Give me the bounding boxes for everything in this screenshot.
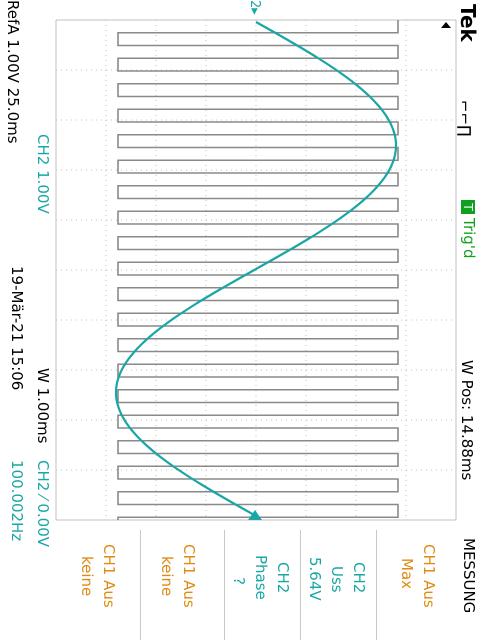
slot-4-source: CH1 Aus [180,544,198,608]
window-position: W Pos: 14.88ms [458,360,476,481]
tek-logo: Tek [456,4,480,42]
frequency-readout: 100.002Hz [8,460,26,542]
acquisition-mode-icon: ⌐⌐∏ [456,100,474,137]
ch2-sine-waveform [114,21,398,517]
menu-divider [300,530,301,640]
menu-divider [376,530,377,640]
ref-a-square-waveform [117,20,399,520]
trigger-status-text: Trig'd [460,218,478,259]
slot-1-type: Max [398,558,416,590]
slot-4-type: keine [158,556,176,597]
slot-3-value: ? [230,577,248,585]
slot-2-type: Uss [328,566,346,593]
ch2-ground-marker: 2▸ [247,0,262,15]
ref-a-settings: RefA 1.00V 25.0ms [4,0,22,144]
slot-2-value: 5.64V [306,557,324,601]
slot-3-source: CH2 [274,562,292,594]
slot-5-type: keine [78,556,96,597]
menu-divider [140,530,141,640]
date-time: 19-Mär-21 15:06 [8,266,26,391]
ch2-scale: CH2 1.00V [34,134,52,214]
slot-1-source: CH1 Aus [420,544,438,608]
trigger-status: T Trig'd [460,200,478,259]
slot-2-source: CH2 [350,562,368,594]
trigger-setting: CH2 ⁄ 0.00V [34,460,52,547]
menu-divider [224,530,225,640]
trigger-marker-icon: T [461,200,475,214]
trigger-level-marker [248,510,262,520]
window-timebase: W 1.00ms [34,368,52,444]
measure-menu-title: MESSUNG [460,538,478,614]
slot-5-source: CH1 Aus [100,544,118,608]
slot-3-type: Phase [252,555,270,600]
trigger-position-marker [441,22,451,28]
